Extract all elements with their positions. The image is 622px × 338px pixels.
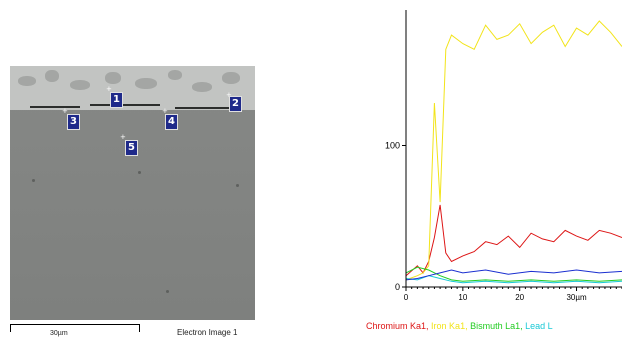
grain bbox=[168, 70, 182, 80]
interface-crack bbox=[30, 106, 80, 108]
series-line-bismuth-la1 bbox=[405, 266, 622, 282]
grain bbox=[192, 82, 212, 92]
interface-crack bbox=[175, 107, 235, 109]
legend-entry-chromium: Chromium Ka1, bbox=[366, 321, 429, 331]
series-layer bbox=[405, 20, 622, 284]
grain bbox=[135, 78, 157, 89]
x-tick-label: 0 bbox=[404, 293, 409, 302]
series-line-unnamed-4 bbox=[405, 269, 622, 281]
point-crosshair-5: + bbox=[120, 133, 126, 141]
series-line-iron-ka1 bbox=[405, 20, 622, 281]
series-line-chromium-ka1 bbox=[405, 204, 622, 277]
legend-entry-iron: Iron Ka1, bbox=[431, 321, 468, 331]
point-marker-4: 4 bbox=[165, 114, 178, 130]
x-tick-label: 10 bbox=[458, 293, 467, 302]
image-caption: Electron Image 1 bbox=[177, 328, 238, 337]
linescan-chart: 0 100 0 10 20 30µm bbox=[385, 10, 622, 302]
point-marker-5: 5 bbox=[125, 140, 138, 156]
point-crosshair-3: + bbox=[62, 107, 68, 115]
legend-entry-lead: Lead L bbox=[525, 321, 553, 331]
y-tick-label: 0 bbox=[395, 282, 400, 292]
point-marker-1: 1 bbox=[110, 92, 123, 108]
scale-bar-label: 30µm bbox=[50, 330, 68, 337]
point-marker-2: 2 bbox=[229, 96, 242, 112]
point-crosshair-2: + bbox=[226, 91, 232, 99]
point-crosshair-1: + bbox=[106, 85, 112, 93]
interface-crack bbox=[90, 104, 160, 106]
grain bbox=[18, 76, 36, 86]
legend: Chromium Ka1, Iron Ka1, Bismuth La1, Lea… bbox=[366, 321, 553, 331]
scale-bar bbox=[10, 324, 140, 332]
grain bbox=[70, 80, 90, 90]
legend-entry-bismuth: Bismuth La1, bbox=[470, 321, 523, 331]
grain bbox=[45, 70, 59, 82]
surface-speck bbox=[138, 171, 141, 174]
surface-speck bbox=[236, 184, 239, 187]
x-tick-label: 30µm bbox=[566, 293, 587, 302]
point-crosshair-4: + bbox=[162, 107, 168, 115]
series-line-lead-l bbox=[405, 275, 622, 284]
grain bbox=[105, 72, 121, 84]
y-tick-label: 100 bbox=[385, 141, 400, 151]
grain bbox=[222, 72, 240, 84]
tick-layer: 0 100 0 10 20 30µm bbox=[385, 141, 622, 302]
surface-speck bbox=[166, 290, 169, 293]
electron-micrograph: + + + + + 1 2 3 4 5 bbox=[10, 66, 255, 320]
point-marker-3: 3 bbox=[67, 114, 80, 130]
sem-panel: + + + + + 1 2 3 4 5 30µm Electron Image … bbox=[10, 66, 255, 338]
surface-speck bbox=[32, 179, 35, 182]
x-tick-label: 20 bbox=[515, 293, 524, 302]
